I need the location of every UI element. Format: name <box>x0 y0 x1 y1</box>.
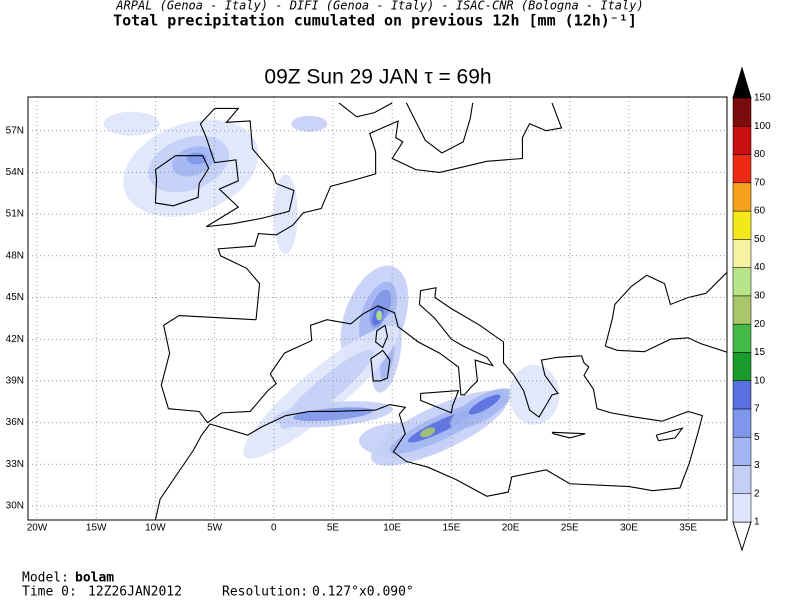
lon-label: 30E <box>620 523 638 534</box>
colorbar: 1 2 3 5 7 10 15 20 30 40 50 60 70 80 100 150 <box>732 66 771 552</box>
colorbar-band <box>732 126 752 155</box>
colorbar-band <box>732 267 752 297</box>
time-label: Time 0: <box>22 585 77 600</box>
coastline <box>370 349 391 382</box>
lon-label: 15W <box>86 523 107 534</box>
colorbar-band <box>732 210 752 240</box>
coastline <box>655 427 684 442</box>
coastline <box>338 102 393 118</box>
colorbar-label: 50 <box>754 234 766 245</box>
colorbar-label: 3 <box>754 460 760 471</box>
colorbar-label: 20 <box>754 319 766 330</box>
coastline <box>154 155 210 207</box>
lat-label: 45N <box>6 292 24 303</box>
coastline <box>375 324 389 349</box>
coastline <box>604 271 727 347</box>
precip-area <box>103 111 160 136</box>
coastline <box>420 390 460 414</box>
colorbar-band <box>732 380 752 410</box>
coastline <box>154 287 704 520</box>
resolution-label: Resolution: <box>222 585 308 600</box>
colorbar-band <box>732 97 752 127</box>
coastline <box>217 102 563 320</box>
colorbar-over <box>732 66 752 99</box>
map-title: 09Z Sun 29 JAN τ = 69h <box>264 66 491 89</box>
colorbar-band <box>732 352 752 381</box>
colorbar-label: 60 <box>754 206 766 217</box>
colorbar-label: 1 <box>754 517 760 528</box>
lon-label: 5W <box>207 523 223 534</box>
lon-label: 25E <box>561 523 579 534</box>
colorbar-label: 150 <box>754 93 771 104</box>
lon-label: 0 <box>271 523 277 534</box>
lon-label: 15E <box>443 523 461 534</box>
model-name: bolam <box>75 571 114 586</box>
colorbar-band <box>732 408 752 438</box>
header-title: Total precipitation cumulated on previou… <box>113 12 637 30</box>
lon-label: 5E <box>327 523 340 534</box>
colorbar-label: 2 <box>754 488 760 499</box>
colorbar-label: 10 <box>754 375 766 386</box>
precip-area <box>291 115 328 132</box>
coastline <box>405 102 474 154</box>
colorbar-band <box>732 493 752 523</box>
colorbar-label: 40 <box>754 262 766 273</box>
lon-label: 35E <box>679 523 697 534</box>
precip-area <box>509 364 560 425</box>
precip-area <box>273 174 298 255</box>
colorbar-label: 100 <box>754 121 771 132</box>
colorbar-label: 5 <box>754 432 760 443</box>
lat-label: 57N <box>6 125 24 136</box>
colorbar-label: 30 <box>754 291 766 302</box>
precip-area <box>468 394 501 415</box>
lon-label: 10E <box>383 523 401 534</box>
colorbar-band <box>732 465 752 494</box>
institutions: ARPAL (Genoa - Italy) - DIFI (Genoa - It… <box>115 0 643 13</box>
lat-label: 36N <box>6 417 24 428</box>
lon-label: 20W <box>27 523 48 534</box>
lat-label: 30N <box>6 501 24 512</box>
lat-label: 33N <box>6 459 24 470</box>
resolution-value: 0.127°x0.090° <box>312 585 414 600</box>
colorbar-label: 70 <box>754 177 766 188</box>
colorbar-label: 80 <box>754 149 766 160</box>
colorbar-band <box>732 154 752 184</box>
map-frame <box>27 96 728 521</box>
precip-area <box>420 427 436 438</box>
colorbar-band <box>732 239 752 268</box>
precip-area <box>376 310 383 321</box>
colorbar-band <box>732 182 752 212</box>
colorbar-band <box>732 295 752 325</box>
coastline <box>199 107 295 228</box>
coastline <box>551 431 586 439</box>
map-area <box>28 97 727 520</box>
colorbar-label: 7 <box>754 404 760 415</box>
colorbar-band <box>732 436 752 466</box>
colorbar-label: 15 <box>754 347 766 358</box>
colorbar-band <box>732 323 752 353</box>
lat-label: 48N <box>6 250 24 261</box>
lon-label: 10W <box>145 523 166 534</box>
colorbar-under <box>732 521 752 552</box>
lon-label: 20E <box>502 523 520 534</box>
lat-label: 39N <box>6 376 24 387</box>
time-value: 12Z26JAN2012 <box>88 585 182 600</box>
lat-label: 51N <box>6 209 24 220</box>
lat-label: 54N <box>6 167 24 178</box>
model-label: Model: <box>22 571 69 586</box>
lat-label: 42N <box>6 334 24 345</box>
coastline <box>605 337 727 353</box>
